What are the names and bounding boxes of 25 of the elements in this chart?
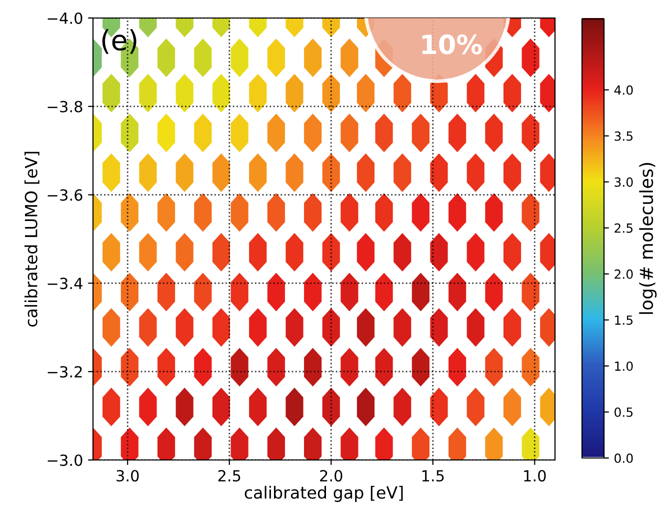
color-bar-label: 0.0 xyxy=(614,453,633,463)
x-tick-label: 1.0 xyxy=(524,470,546,482)
y-tick-label: −3.8 xyxy=(48,100,82,112)
y-tick-label: −3.0 xyxy=(48,454,82,466)
x-axis-title: calibrated gap [eV] xyxy=(244,486,403,502)
annotation: 10% xyxy=(422,34,482,54)
color-bar-label: 3.5 xyxy=(614,131,633,141)
y-tick-label: −3.4 xyxy=(48,278,82,290)
color-bar-title: log(# molecules) xyxy=(639,162,657,314)
color-bar-label: 2.0 xyxy=(614,269,633,279)
x-tick-label: 2.5 xyxy=(218,470,240,482)
color-bar-label: 4.0 xyxy=(614,85,633,95)
annotation: (e) xyxy=(102,29,136,54)
y-tick-label: −3.2 xyxy=(48,366,82,378)
color-bar-label: 1.5 xyxy=(615,316,633,325)
color-bar-label: 2.5 xyxy=(614,223,633,233)
color-bar-label: 3.0 xyxy=(614,177,633,187)
color-bar-label: 0.5 xyxy=(614,407,633,417)
x-tick-label: 1.5 xyxy=(422,470,444,482)
color-bar-label: 1.0 xyxy=(615,361,633,371)
y-axis-title: calibrated LUMO [eV] xyxy=(24,152,40,327)
x-tick-label: 3.0 xyxy=(116,470,139,482)
y-tick-label: −4.0 xyxy=(48,12,82,24)
x-tick-label: 2.0 xyxy=(320,470,342,482)
y-tick-label: −3.6 xyxy=(48,189,82,201)
